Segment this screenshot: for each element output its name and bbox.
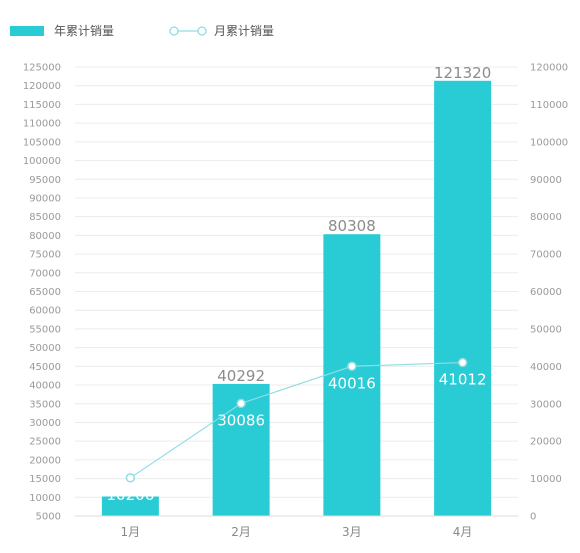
legend-bar-label: 年累计销量 xyxy=(54,24,114,38)
legend[interactable]: 年累计销量 月累计销量 xyxy=(10,24,274,38)
left-tick-label: 75000 xyxy=(29,250,61,261)
x-tick-label: 2月 xyxy=(231,525,251,539)
right-tick-label: 90000 xyxy=(530,175,562,186)
line-value-label: 41012 xyxy=(439,371,487,389)
line-point[interactable] xyxy=(236,398,246,409)
right-tick-label: 100000 xyxy=(530,137,568,148)
left-tick-label: 50000 xyxy=(29,343,61,354)
legend-line-marker xyxy=(169,26,179,36)
left-tick-label: 105000 xyxy=(23,137,61,148)
line-value-label: 40016 xyxy=(328,374,376,392)
x-tick-label: 4月 xyxy=(453,525,473,539)
left-tick-label: 35000 xyxy=(29,399,61,410)
legend-line-label: 月累计销量 xyxy=(214,24,274,38)
bars: 40292 80308 121320 xyxy=(101,64,492,516)
right-tick-label: 60000 xyxy=(530,287,562,298)
legend-item-line[interactable]: 月累计销量 xyxy=(169,24,274,38)
left-tick-label: 15000 xyxy=(29,474,61,485)
bar[interactable] xyxy=(434,80,492,516)
bar-value-label: 121320 xyxy=(434,64,491,82)
left-tick-label: 125000 xyxy=(23,63,61,74)
x-tick-label: 3月 xyxy=(342,525,362,539)
left-axis: 5000 10000 15000 20000 25000 30000 35000 40000 4… xyxy=(23,63,61,523)
right-tick-label: 120000 xyxy=(530,63,568,74)
left-tick-label: 45000 xyxy=(29,362,61,373)
line-series: 10206 30086 40016 41012 xyxy=(107,357,487,504)
left-tick-label: 70000 xyxy=(29,268,61,279)
left-tick-label: 40000 xyxy=(29,381,61,392)
right-tick-label: 50000 xyxy=(530,324,562,335)
right-tick-label: 0 xyxy=(530,512,536,523)
x-axis: 1月 2月 3月 4月 xyxy=(75,515,518,539)
line-point[interactable] xyxy=(457,357,468,368)
left-tick-label: 20000 xyxy=(29,455,61,466)
left-tick-label: 25000 xyxy=(29,437,61,448)
left-tick-label: 55000 xyxy=(29,324,61,335)
bar-value-label: 80308 xyxy=(328,217,376,235)
left-tick-label: 30000 xyxy=(29,418,61,429)
right-tick-label: 80000 xyxy=(530,212,562,223)
left-tick-label: 65000 xyxy=(29,287,61,298)
line-path xyxy=(130,361,463,479)
bar[interactable] xyxy=(101,496,159,516)
right-axis: 0 10000 20000 30000 40000 50000 60000 70000 8000… xyxy=(530,63,568,523)
left-tick-label: 85000 xyxy=(29,212,61,223)
right-tick-label: 110000 xyxy=(530,100,568,111)
legend-bar-swatch xyxy=(10,26,44,36)
left-tick-label: 80000 xyxy=(29,231,61,242)
left-tick-label: 90000 xyxy=(29,193,61,204)
left-tick-label: 95000 xyxy=(29,175,61,186)
legend-item-bar[interactable]: 年累计销量 xyxy=(10,24,114,38)
bar-value-label: 40292 xyxy=(217,367,265,385)
right-tick-label: 30000 xyxy=(530,399,562,410)
right-tick-label: 70000 xyxy=(530,250,562,261)
left-tick-label: 115000 xyxy=(23,100,61,111)
left-tick-label: 60000 xyxy=(29,306,61,317)
line-point[interactable] xyxy=(347,361,357,372)
left-tick-label: 100000 xyxy=(23,156,61,167)
left-tick-label: 5000 xyxy=(36,512,61,523)
line-point[interactable] xyxy=(125,473,136,483)
right-tick-label: 10000 xyxy=(530,474,562,485)
bar[interactable] xyxy=(323,234,381,516)
line-value-label: 10206 xyxy=(107,486,155,504)
right-tick-label: 40000 xyxy=(530,362,562,373)
right-tick-label: 20000 xyxy=(530,437,562,448)
x-tick-label: 1月 xyxy=(121,525,141,539)
left-tick-label: 10000 xyxy=(29,493,61,504)
legend-line-marker xyxy=(197,26,207,36)
left-tick-label: 120000 xyxy=(23,81,61,92)
left-tick-label: 110000 xyxy=(23,119,61,130)
line-value-label: 30086 xyxy=(217,411,265,429)
